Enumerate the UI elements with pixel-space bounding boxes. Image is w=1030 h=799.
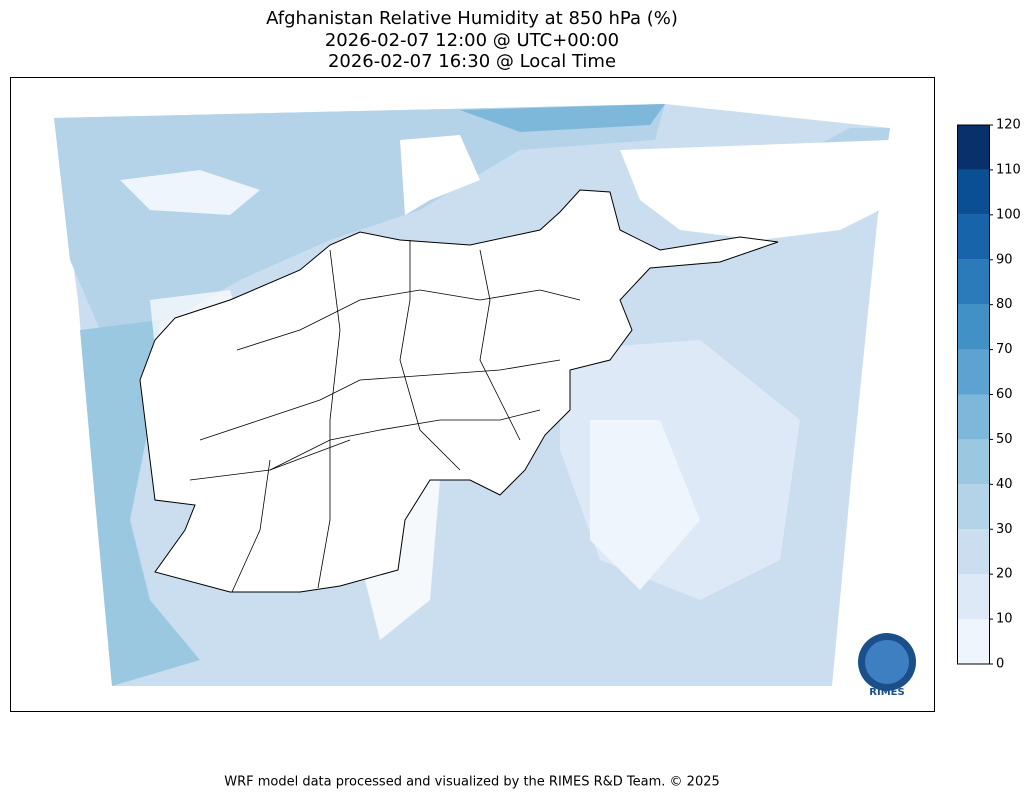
colorbar-segment (957, 439, 989, 485)
colorbar-segment (957, 125, 989, 170)
missing-area (400, 135, 480, 215)
humidity-area (120, 170, 260, 215)
colorbar-tick-label: 40 (996, 477, 1013, 492)
colorbar-tick-label: 70 (996, 342, 1013, 357)
colorbar-tick-label: 50 (996, 432, 1013, 447)
title-line: 2026-02-07 12:00 @ UTC+00:00 (325, 30, 619, 51)
colorbar-tick-label: 80 (996, 297, 1013, 312)
colorbar-segment (957, 349, 989, 395)
colorbar-tick-label: 120 (996, 118, 1021, 133)
colorbar-tick-label: 100 (996, 207, 1021, 222)
colorbar-tick-label: 20 (996, 567, 1013, 582)
colorbar-tick-label: 110 (996, 162, 1021, 177)
humidity-area (460, 104, 665, 132)
colorbar-segment (957, 619, 989, 664)
footer: WRF model data processed and visualized … (224, 775, 720, 790)
logo: RIMES (858, 633, 916, 698)
colorbar-tick-label: 90 (996, 252, 1013, 267)
colorbar: 0 10 20 30 40 50 60 70 80 90 100 110 120 (957, 118, 1021, 672)
map-frame (10, 77, 935, 712)
title-line: Afghanistan Relative Humidity at 850 hPa… (266, 8, 678, 29)
humidity-area (54, 104, 665, 330)
colorbar-segment (957, 394, 989, 440)
colorbar-tick-label: 30 (996, 522, 1013, 537)
colorbar-segment (957, 574, 989, 620)
colorbar-segment (957, 169, 989, 215)
colorbar-segment (957, 484, 989, 530)
humidity-area (80, 320, 200, 686)
colorbar-segment (957, 214, 989, 260)
colorbar-segment (957, 529, 989, 575)
colorbar-tick-label: 60 (996, 387, 1013, 402)
colorbar-segment (957, 304, 989, 350)
colorbar-tick-label: 0 (996, 657, 1004, 672)
logo-inner (865, 640, 909, 684)
afghanistan-outline (139, 189, 779, 593)
colorbar-tick-label: 10 (996, 612, 1013, 627)
province-borders (189, 240, 581, 593)
humidity-area (590, 420, 700, 590)
title-line: 2026-02-07 16:30 @ Local Time (328, 51, 616, 72)
missing-area (620, 140, 890, 240)
logo-text: RIMES (869, 687, 904, 698)
colorbar-segment (957, 259, 989, 305)
map: RIMES (10, 77, 935, 712)
